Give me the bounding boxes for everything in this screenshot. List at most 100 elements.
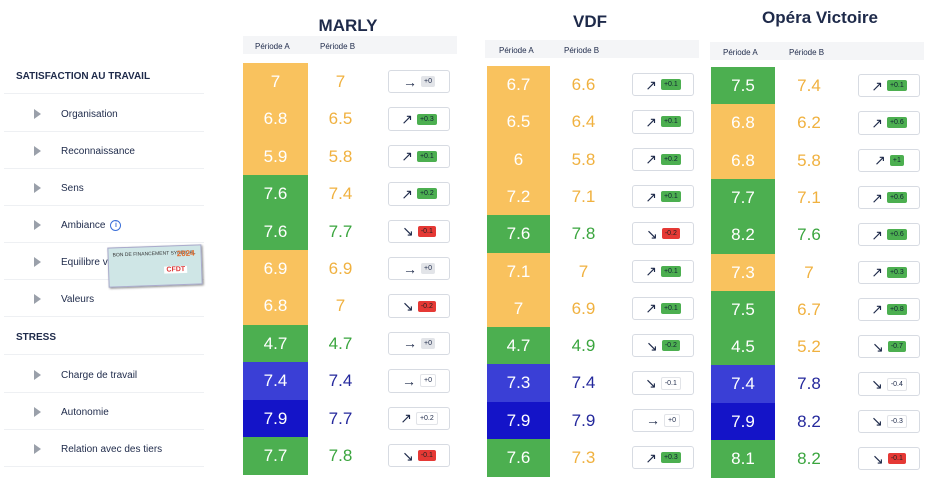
arrow-down-right-icon: ↘	[402, 223, 414, 240]
column-header-period-b[interactable]: Période B	[564, 46, 600, 55]
expand-triangle-icon[interactable]	[34, 370, 41, 380]
expand-triangle-icon[interactable]	[34, 220, 41, 230]
delta-badge: -0.2	[661, 340, 680, 352]
arrow-up-right-icon: ↗	[401, 185, 413, 202]
score-period-b: 6.9	[571, 298, 596, 318]
expand-triangle-icon[interactable]	[34, 407, 41, 417]
trend-indicator: ↗ +0.1	[632, 184, 694, 209]
expand-triangle-icon[interactable]	[34, 183, 41, 193]
arrow-up-right-icon: ↗	[645, 151, 657, 168]
sidebar-item-label: Valeurs	[61, 293, 95, 305]
score-period-b: 4.7	[328, 333, 353, 353]
score-period-a: 7.2	[487, 177, 550, 216]
delta-badge: +0	[421, 263, 435, 275]
score-period-b: 7	[335, 72, 346, 91]
sidebar-item[interactable]: Organisation	[4, 97, 204, 132]
arrow-up-right-icon: ↗	[871, 114, 883, 131]
delta-badge: +0.2	[415, 411, 438, 425]
score-period-b: 7.8	[571, 224, 596, 244]
sidebar-item[interactable]: Relation avec des tiers	[4, 432, 204, 467]
score-period-b: 6.7	[797, 299, 821, 319]
site-title: VDF	[573, 12, 607, 31]
delta-badge: +0.3	[416, 113, 437, 125]
score-period-b: 6.2	[797, 113, 821, 133]
score-period-b: 7	[578, 261, 589, 281]
column-header-period-a[interactable]: Période A	[499, 46, 534, 55]
arrow-up-right-icon: ↗	[400, 410, 412, 427]
score-period-a: 7	[487, 289, 550, 328]
expand-triangle-icon[interactable]	[34, 257, 41, 267]
cfdt-logo: CFDT	[164, 265, 188, 274]
score-period-a: 7.5	[711, 67, 775, 105]
sidebar-item-label: Autonomie	[61, 406, 109, 418]
score-period-b: 5.8	[797, 150, 821, 170]
score-period-a: 7.3	[711, 253, 775, 292]
column-header-period-a[interactable]: Période A	[255, 42, 290, 51]
arrow-down-right-icon: ↘	[871, 413, 883, 430]
sidebar-section-satisfaction[interactable]: SATISFACTION AU TRAVAIL	[4, 60, 204, 94]
column-header-period-b[interactable]: Période B	[320, 42, 356, 51]
expand-triangle-icon[interactable]	[34, 444, 41, 454]
sidebar-item[interactable]: Charge de travail	[4, 358, 204, 393]
trend-indicator: ↗ +0.1	[632, 259, 694, 283]
arrow-up-right-icon: ↗	[871, 264, 883, 281]
score-period-a: 7.9	[487, 401, 550, 440]
sidebar-item[interactable]: Valeurs	[4, 282, 204, 317]
sidebar-item[interactable]: Autonomie	[4, 395, 204, 430]
sidebar-item-label: Ambiance	[61, 219, 106, 231]
trend-indicator: ↘ -0.1	[632, 371, 694, 395]
info-icon[interactable]: i	[110, 219, 122, 231]
sidebar-section-stress[interactable]: STRESS	[4, 321, 204, 355]
trend-indicator: → +0	[388, 369, 450, 393]
arrow-up-right-icon: ↗	[401, 148, 413, 165]
arrow-up-right-icon: ↗	[645, 449, 657, 466]
trend-indicator: ↘ -0.1	[388, 219, 450, 243]
delta-badge: +0.6	[886, 229, 907, 241]
delta-badge: +0	[664, 413, 680, 427]
sidebar-item[interactable]: Reconnaissance	[4, 134, 204, 169]
score-period-b: 8.2	[797, 449, 821, 468]
delta-badge: -0.1	[417, 450, 436, 462]
score-period-a: 7	[243, 63, 308, 101]
site-title: Opéra Victoire	[762, 8, 878, 27]
trend-indicator: ↗ +0.2	[388, 406, 450, 430]
arrow-up-right-icon: ↗	[871, 226, 883, 243]
sidebar-item[interactable]: Sens	[4, 171, 204, 206]
score-period-b: 5.8	[328, 146, 353, 166]
trend-indicator: ↗ +0.1	[632, 110, 694, 134]
arrow-right-icon: →	[403, 73, 417, 90]
expand-triangle-icon[interactable]	[34, 294, 41, 304]
trend-indicator: ↗ +0.1	[858, 74, 920, 98]
trend-indicator: ↘ -0.2	[388, 294, 450, 318]
trend-indicator: ↗ +0.3	[388, 107, 450, 131]
stamp-year: 2024	[176, 248, 195, 259]
expand-triangle-icon[interactable]	[34, 109, 41, 119]
delta-badge: +1	[889, 154, 904, 166]
expand-triangle-icon[interactable]	[34, 146, 41, 156]
delta-badge: +0.1	[660, 265, 681, 277]
sidebar-item-label: Organisation	[61, 108, 118, 120]
delta-badge: +0.8	[886, 303, 907, 315]
sidebar: SATISFACTION AU TRAVAIL Organisation Recon…	[4, 36, 204, 489]
score-period-b: 7.7	[328, 221, 353, 241]
score-period-a: 4.7	[487, 327, 550, 366]
delta-badge: +0.1	[660, 191, 681, 203]
column-header-band	[710, 42, 924, 60]
trend-indicator: ↗ +0.6	[858, 185, 920, 210]
score-period-a: 7.6	[243, 212, 308, 251]
column-header-period-b[interactable]: Période B	[789, 48, 825, 57]
sidebar-item-label: Sens	[61, 182, 84, 194]
arrow-up-right-icon: ↗	[645, 263, 657, 280]
trend-indicator: ↗ +0.2	[388, 182, 450, 206]
score-period-a: 7.3	[487, 364, 550, 403]
score-period-a: 6	[487, 140, 550, 179]
score-period-b: 6.5	[328, 109, 353, 129]
trend-indicator: ↘ -0.7	[858, 335, 920, 359]
trend-indicator: ↗ +1	[858, 148, 920, 172]
arrow-down-right-icon: ↘	[402, 298, 414, 315]
sidebar-item[interactable]: Ambiance i	[4, 208, 204, 243]
score-period-a: 7.6	[487, 439, 550, 477]
delta-badge: -0.3	[886, 414, 907, 428]
column-header-period-a[interactable]: Période A	[723, 48, 758, 57]
score-period-a: 7.6	[487, 215, 550, 254]
